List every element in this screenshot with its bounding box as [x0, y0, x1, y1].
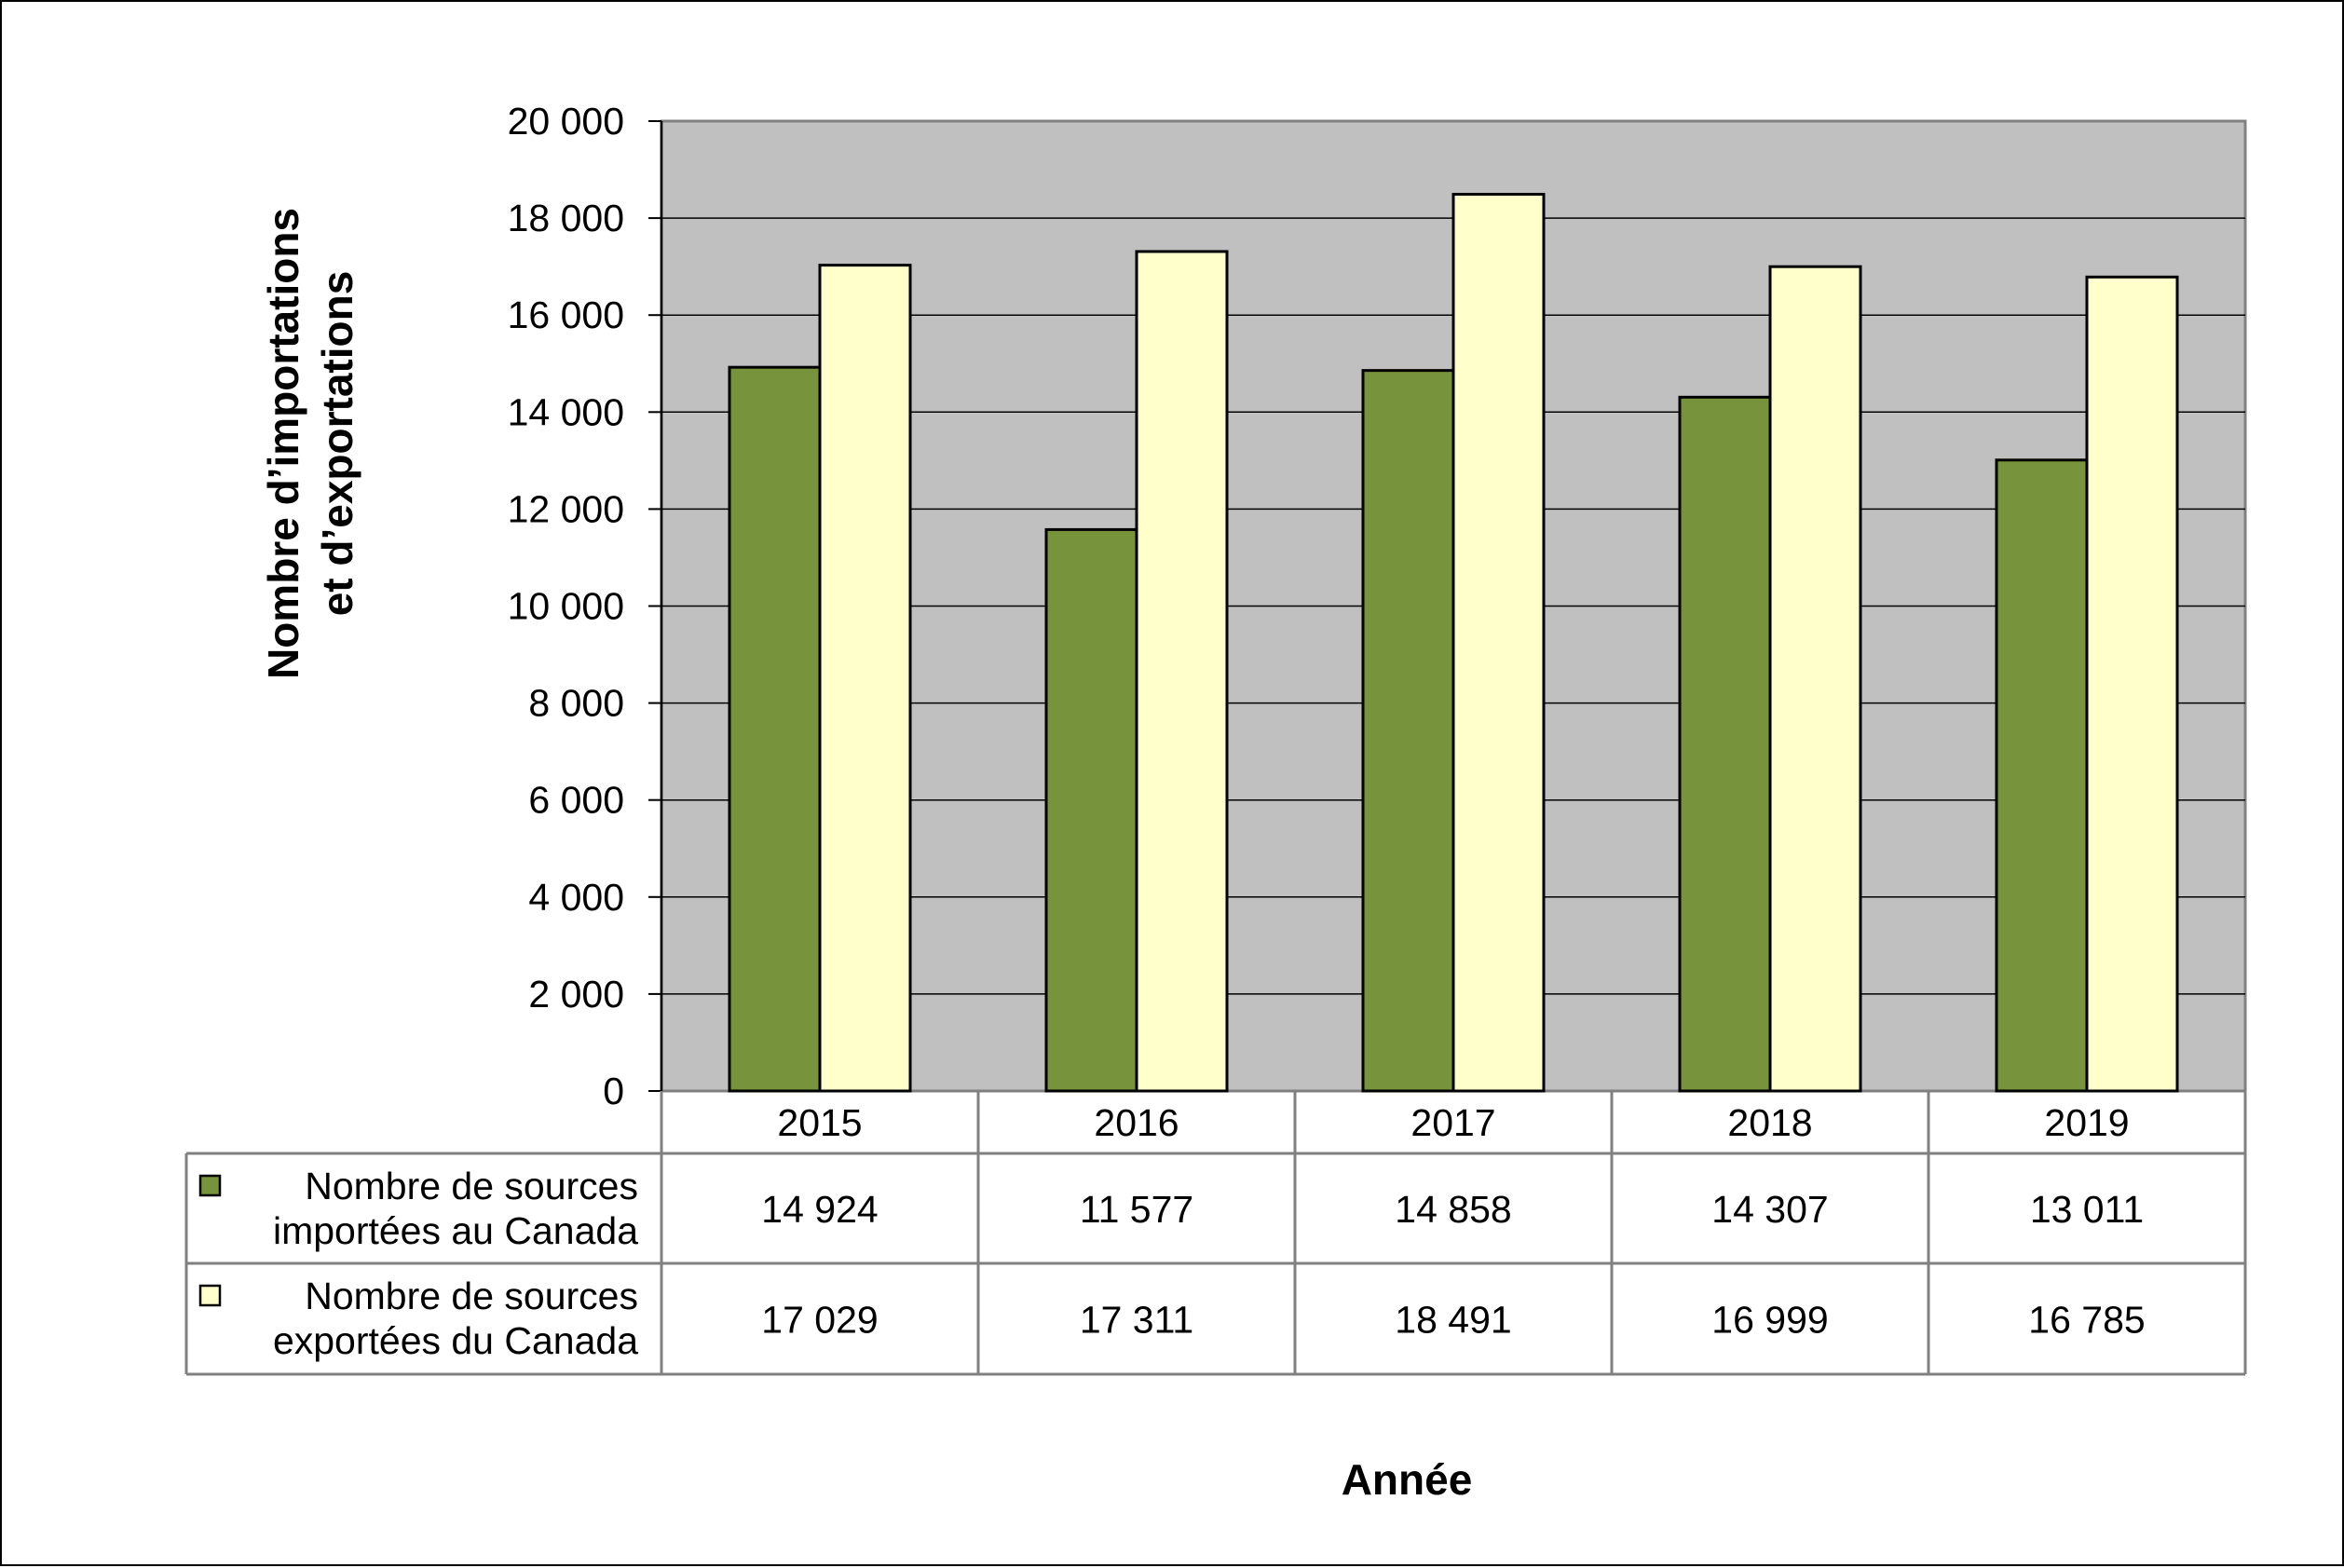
bar-export: [1451, 193, 1546, 1093]
data-label: 16 785: [2028, 1299, 2145, 1342]
y-tick-label: 10 000: [508, 585, 624, 628]
x-tick-label: 2018: [1727, 1101, 1812, 1144]
y-axis-title: Nombre d’importations: [259, 208, 307, 679]
data-label: 17 029: [761, 1299, 878, 1342]
y-tick-label: 0: [603, 1070, 624, 1112]
bar-import: [728, 365, 822, 1093]
data-label: 14 858: [1395, 1188, 1511, 1231]
y-tick-label: 18 000: [508, 197, 624, 239]
bar-export: [2085, 275, 2179, 1093]
legend-label: Nombre de sources: [305, 1165, 638, 1207]
legend-label: Nombre de sources: [305, 1275, 638, 1317]
data-label: 17 311: [1080, 1299, 1193, 1342]
x-tick-label: 2015: [777, 1101, 862, 1144]
data-label: 14 307: [1711, 1188, 1828, 1231]
legend-swatch-import: [198, 1174, 222, 1197]
x-tick-label: 2016: [1094, 1101, 1179, 1144]
y-tick-label: 8 000: [528, 682, 624, 725]
y-tick-label: 2 000: [528, 973, 624, 1016]
y-tick-label: 14 000: [508, 390, 624, 433]
bar-import: [1044, 527, 1138, 1093]
y-axis-title: et d’exportations: [313, 271, 361, 617]
data-label: 11 577: [1080, 1188, 1193, 1231]
y-tick-label: 20 000: [508, 100, 624, 143]
bar-export: [818, 264, 912, 1093]
x-tick-label: 2019: [2044, 1101, 2129, 1144]
y-tick-label: 4 000: [528, 876, 624, 919]
legend-label: exportées du Canada: [273, 1319, 638, 1362]
data-label: 14 924: [761, 1188, 878, 1231]
y-tick-label: 6 000: [528, 779, 624, 822]
data-label: 16 999: [1711, 1299, 1828, 1342]
y-tick-label: 16 000: [508, 293, 624, 336]
y-tick-label: 12 000: [508, 487, 624, 530]
legend-swatch-export: [198, 1284, 222, 1307]
bar-import: [1361, 369, 1455, 1093]
x-axis-title: Année: [1342, 1455, 1473, 1504]
data-label: 18 491: [1395, 1299, 1511, 1342]
bar-import: [1995, 458, 2089, 1093]
data-label: 13 011: [2030, 1188, 2144, 1231]
bar-import: [1678, 395, 1772, 1093]
legend-label: importées au Canada: [273, 1209, 638, 1252]
x-tick-label: 2017: [1410, 1101, 1495, 1144]
bar-export: [1135, 250, 1229, 1093]
bar-export: [1768, 265, 1862, 1093]
